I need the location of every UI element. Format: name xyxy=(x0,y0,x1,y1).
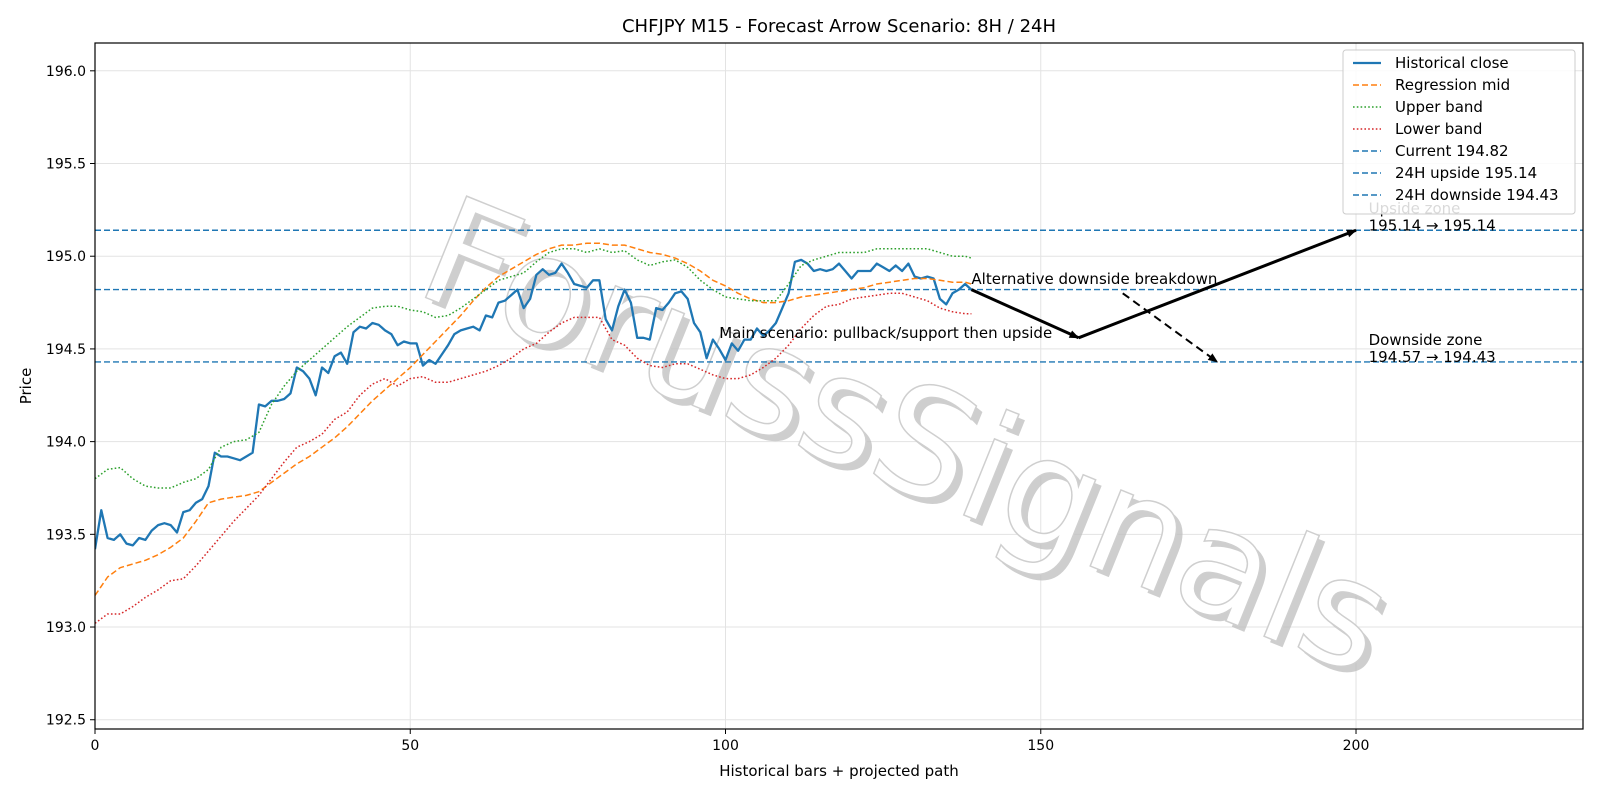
axis-ticks: 0 50 100 150 200 192.5 193.0 193.5 194.0 194.5 195… xyxy=(46,64,1369,754)
y-tick-label: 196.0 xyxy=(46,64,86,80)
y-tick-label: 192.5 xyxy=(46,713,86,729)
y-tick-label: 194.5 xyxy=(46,342,86,358)
legend-label: Lower band xyxy=(1395,120,1482,138)
legend-label: Current 194.82 xyxy=(1395,142,1509,160)
x-tick-label: 50 xyxy=(401,738,419,754)
x-tick-label: 100 xyxy=(712,738,739,754)
legend-label: 24H upside 195.14 xyxy=(1395,164,1537,182)
legend: Historical close Regression mid Upper band… xyxy=(1342,49,1576,215)
forecast-arrows xyxy=(970,228,1357,363)
x-axis-title: Historical bars + projected path xyxy=(719,762,959,780)
legend-label: 24H downside 194.43 xyxy=(1395,186,1559,204)
grid xyxy=(94,43,1583,729)
x-tick-label: 200 xyxy=(1343,738,1370,754)
legend-box xyxy=(1342,49,1576,215)
forecast-arrow xyxy=(970,288,1080,340)
horizontal-levels xyxy=(95,229,1583,363)
y-axis-title: Price xyxy=(17,368,35,405)
series-line-upper xyxy=(95,248,972,489)
chart-title: CHFJPY M15 - Forecast Arrow Scenario: 8H… xyxy=(622,16,1056,37)
annotation-text: 194.57 → 194.43 xyxy=(1369,348,1496,366)
annotation-text: Downside zone xyxy=(1369,331,1483,349)
legend-label: Historical close xyxy=(1395,54,1509,72)
forecast-arrow xyxy=(1122,292,1219,363)
annotation-text: Main scenario: pullback/support then ups… xyxy=(719,324,1052,342)
series-line-lower xyxy=(95,292,972,624)
annotation-text: 195.14 → 195.14 xyxy=(1369,216,1496,234)
y-tick-label: 193.5 xyxy=(46,527,86,543)
series-line-close xyxy=(95,258,973,550)
legend-label: Upper band xyxy=(1395,98,1483,116)
y-tick-label: 195.5 xyxy=(46,157,86,173)
series-lines xyxy=(95,242,973,624)
y-tick-label: 194.0 xyxy=(46,435,86,451)
y-tick-label: 195.0 xyxy=(46,249,86,265)
forecast-arrow xyxy=(1078,228,1357,340)
series-line-mid xyxy=(95,242,972,596)
x-tick-label: 150 xyxy=(1027,738,1054,754)
plot-frame xyxy=(94,42,1584,730)
legend-label: Regression mid xyxy=(1395,76,1510,94)
annotation-text: Alternative downside breakdown xyxy=(971,270,1217,288)
y-tick-label: 193.0 xyxy=(46,620,86,636)
x-tick-label: 0 xyxy=(91,738,100,754)
